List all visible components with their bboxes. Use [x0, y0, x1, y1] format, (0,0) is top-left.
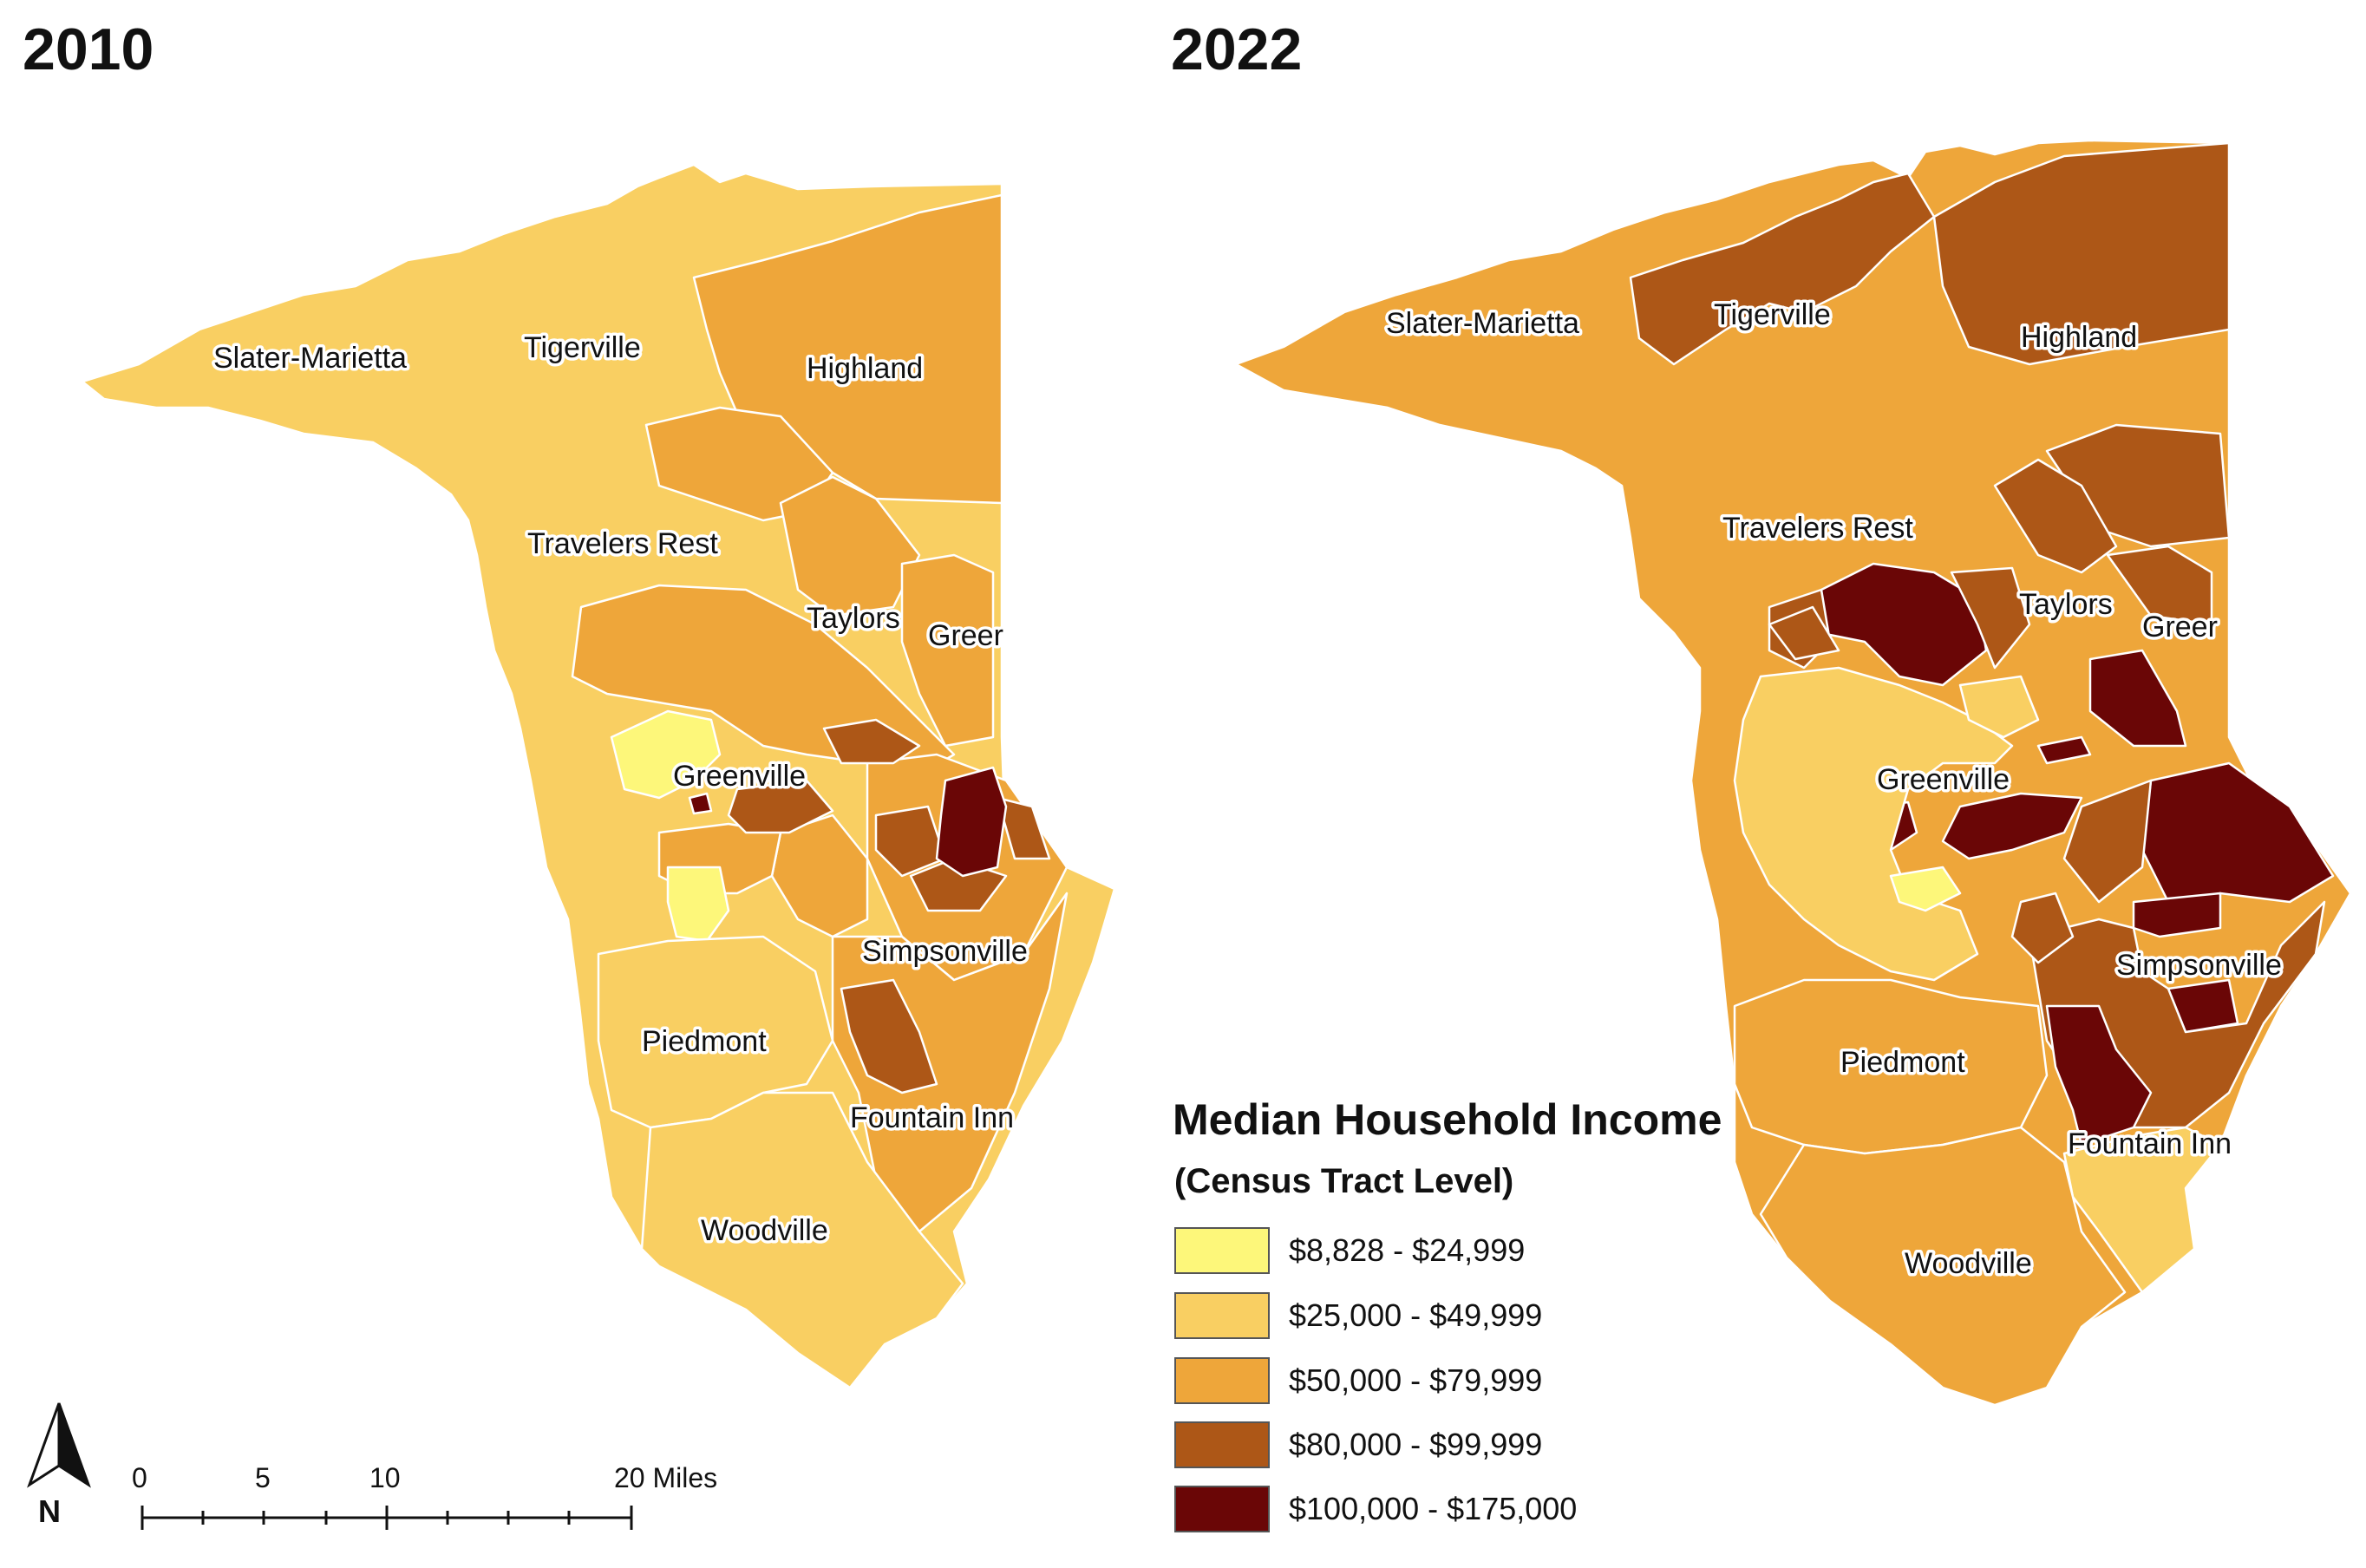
- scale-bar: [141, 1506, 633, 1530]
- tract-low-a-2010: [610, 709, 722, 800]
- tract-80k-e-2010: [840, 978, 938, 1094]
- label-travelers-rest-2022: Travelers Rest: [1722, 512, 1913, 545]
- label-slater-marietta-2010: Slater-Marietta: [213, 342, 407, 375]
- map-2010: [81, 163, 1116, 1389]
- legend-label: $8,828 - $24,999: [1289, 1232, 1526, 1268]
- legend-item: $50,000 - $79,999: [1174, 1356, 1542, 1405]
- tract-greer-2010: [900, 553, 995, 748]
- tract-woodville-2010: [640, 1091, 964, 1389]
- tract-25k-south-2022: [2062, 1126, 2222, 1294]
- legend-subtitle: (Census Tract Level): [1174, 1162, 1514, 1200]
- map-title-2022: 2022: [1171, 16, 1303, 82]
- place-labels-2010: Slater-Marietta Tigerville Highland Trav…: [211, 329, 1031, 1251]
- tract-highland-2022: [1932, 141, 2231, 366]
- tract-simpsonville-west-2010: [770, 813, 869, 938]
- tract-100k-small-b-2022: [2036, 735, 2092, 765]
- label-taylors-2022: Taylors: [2019, 588, 2113, 621]
- tract-80k-tr-2022: [1768, 605, 1840, 661]
- legend-label: $25,000 - $49,999: [1289, 1297, 1543, 1333]
- label-tigerville-2022: Tigerville: [1714, 298, 1831, 331]
- tract-woodville-2022: [1759, 1126, 2127, 1407]
- tract-100k-central-2022: [1941, 792, 2083, 860]
- legend-swatch: [1174, 1421, 1270, 1468]
- tract-80k-a-2010: [727, 779, 834, 834]
- label-highland-2022: Highland: [2021, 321, 2137, 354]
- legend-swatch: [1174, 1292, 1270, 1339]
- scale-label-5: 5: [255, 1462, 271, 1493]
- tract-80k-b-2010: [822, 718, 921, 765]
- label-taylors-2010: Taylors: [807, 602, 900, 635]
- legend-title: Median Household Income: [1173, 1095, 1722, 1144]
- label-fountain-inn-2010: Fountain Inn: [850, 1101, 1014, 1134]
- tract-80k-east-2022: [2062, 779, 2153, 904]
- tract-80k-west-2022: [2010, 892, 2075, 964]
- label-simpsonville-2022: Simpsonville: [2116, 949, 2282, 982]
- label-slater-marietta-2022: Slater-Marietta: [1386, 307, 1579, 340]
- label-simpsonville-2010: Simpsonville: [862, 935, 1028, 968]
- scale-label-20-miles: 20 Miles: [614, 1462, 718, 1493]
- tract-south-east-2010: [831, 892, 1069, 1233]
- label-tigerville-2010: Tigerville: [524, 331, 641, 364]
- label-woodville-2022: Woodville: [1905, 1247, 2032, 1280]
- scale-label-10: 10: [369, 1462, 401, 1493]
- tract-100k-east-2022: [2141, 761, 2335, 904]
- tract-80k-c-2010: [874, 805, 947, 878]
- label-travelers-rest-2010: Travelers Rest: [527, 527, 718, 560]
- label-greenville-2010: Greenville: [673, 760, 806, 793]
- legend-item: $25,000 - $49,999: [1174, 1291, 1542, 1340]
- legend-swatch: [1174, 1357, 1270, 1404]
- north-label: N: [38, 1493, 61, 1529]
- legend-swatch: [1174, 1486, 1270, 1532]
- label-greer-2022: Greer: [2142, 611, 2218, 644]
- tract-low-2022: [1889, 866, 1962, 912]
- tract-100k-a-2010: [935, 766, 1008, 878]
- label-piedmont-2010: Piedmont: [642, 1025, 767, 1058]
- label-greenville-2022: Greenville: [1877, 763, 2010, 796]
- tract-100k-south-2022: [2045, 1004, 2153, 1147]
- label-highland-2010: Highland: [807, 352, 923, 385]
- legend-item: $80,000 - $99,999: [1174, 1421, 1542, 1469]
- tract-100k-north-2022: [1820, 562, 1988, 687]
- label-piedmont-2022: Piedmont: [1840, 1046, 1965, 1079]
- label-greer-2010: Greer: [928, 619, 1003, 652]
- tract-100k-greer-2022: [2088, 649, 2187, 748]
- label-fountain-inn-2022: Fountain Inn: [2068, 1127, 2232, 1160]
- tract-80k-north-east-2022: [1950, 566, 2031, 670]
- scale-label-0: 0: [132, 1462, 147, 1493]
- legend-label: $80,000 - $99,999: [1289, 1427, 1543, 1462]
- legend-label: $100,000 - $175,000: [1289, 1491, 1578, 1526]
- tract-100k-b-2010: [688, 792, 713, 815]
- legend-item: $100,000 - $175,000: [1174, 1485, 1577, 1533]
- tract-80k-f-2010: [996, 796, 1051, 860]
- place-labels-2022: Slater-Marietta Tigerville Highland Trav…: [1383, 296, 2285, 1284]
- north-arrow-icon: [27, 1402, 91, 1488]
- map-title-2010: 2010: [23, 16, 154, 82]
- tract-25k-east-2022: [1958, 675, 2040, 739]
- map-2022: [1234, 139, 2352, 1407]
- tract-tigerville-2022: [1629, 172, 1936, 366]
- legend-label: $50,000 - $79,999: [1289, 1362, 1543, 1398]
- label-woodville-2010: Woodville: [701, 1214, 828, 1247]
- tract-greer-2022: [2106, 545, 2213, 626]
- tract-100k-simpsonville-2022: [2132, 892, 2222, 938]
- legend-item: $8,828 - $24,999: [1174, 1226, 1525, 1275]
- legend-swatch: [1174, 1227, 1270, 1274]
- tract-taylors-2022: [1993, 458, 2118, 574]
- tract-piedmont-2010: [597, 935, 834, 1129]
